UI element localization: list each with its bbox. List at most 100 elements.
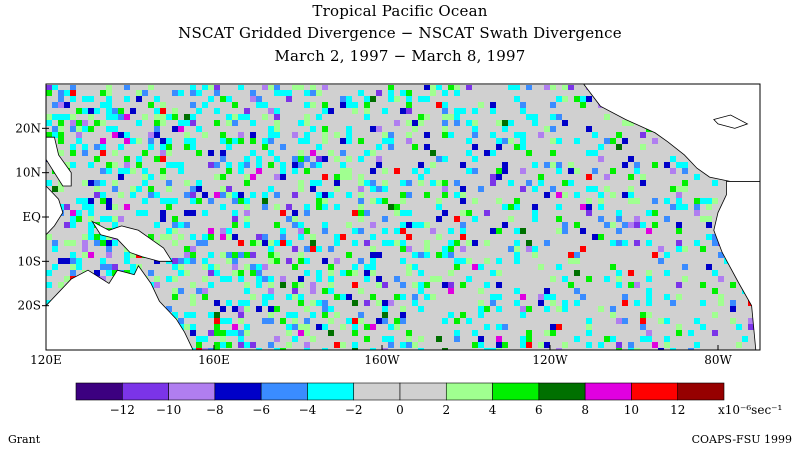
field-cell <box>538 174 544 180</box>
field-cell <box>190 330 196 336</box>
field-cell <box>442 120 448 126</box>
field-cell <box>418 180 424 186</box>
field-cell <box>52 102 58 108</box>
field-cell <box>454 264 460 270</box>
field-cell <box>694 210 700 216</box>
field-cell <box>190 312 196 318</box>
field-cell <box>460 192 466 198</box>
field-cell <box>238 132 244 138</box>
field-cell <box>82 240 88 246</box>
field-cell <box>514 228 520 234</box>
field-cell <box>286 330 292 336</box>
field-cell <box>232 222 238 228</box>
field-cell <box>178 222 184 228</box>
field-cell <box>730 318 736 324</box>
field-cell <box>706 264 712 270</box>
field-cell <box>706 234 712 240</box>
field-cell <box>586 210 592 216</box>
field-cell <box>550 276 556 282</box>
field-cell <box>526 84 532 90</box>
field-cell <box>400 180 406 186</box>
field-cell <box>382 318 388 324</box>
field-cell <box>748 324 754 330</box>
field-cell <box>274 252 280 258</box>
field-cell <box>532 162 538 168</box>
field-cell <box>238 342 244 348</box>
field-cell <box>352 282 358 288</box>
field-cell <box>490 300 496 306</box>
field-cell <box>358 210 364 216</box>
field-cell <box>628 192 634 198</box>
field-cell <box>232 306 238 312</box>
field-cell <box>412 294 418 300</box>
field-cell <box>250 294 256 300</box>
field-cell <box>358 216 364 222</box>
field-cell <box>298 258 304 264</box>
field-cell <box>220 276 226 282</box>
field-cell <box>316 198 322 204</box>
field-cell <box>322 84 328 90</box>
field-cell <box>310 282 316 288</box>
field-cell <box>250 240 256 246</box>
field-cell <box>352 330 358 336</box>
field-cell <box>406 90 412 96</box>
field-cell <box>70 258 76 264</box>
field-cell <box>682 264 688 270</box>
field-cell <box>646 294 652 300</box>
field-cell <box>190 114 196 120</box>
field-cell <box>166 306 172 312</box>
field-cell <box>88 252 94 258</box>
field-cell <box>358 228 364 234</box>
field-cell <box>676 192 682 198</box>
field-cell <box>544 342 550 348</box>
field-cell <box>400 318 406 324</box>
field-cell <box>244 324 250 330</box>
field-cell <box>610 168 616 174</box>
field-cell <box>214 318 220 324</box>
field-cell <box>364 270 370 276</box>
field-cell <box>274 174 280 180</box>
field-cell <box>526 114 532 120</box>
field-cell <box>712 288 718 294</box>
field-cell <box>76 108 82 114</box>
field-cell <box>268 150 274 156</box>
field-cell <box>88 210 94 216</box>
field-cell <box>562 222 568 228</box>
field-cell <box>388 144 394 150</box>
field-cell <box>430 228 436 234</box>
field-cell <box>682 168 688 174</box>
field-cell <box>514 96 520 102</box>
field-cell <box>466 276 472 282</box>
field-cell <box>232 324 238 330</box>
field-cell <box>226 276 232 282</box>
field-cell <box>166 198 172 204</box>
field-cell <box>244 108 250 114</box>
field-cell <box>208 270 214 276</box>
field-cell <box>358 156 364 162</box>
field-cell <box>286 96 292 102</box>
field-cell <box>550 84 556 90</box>
field-cell <box>94 144 100 150</box>
field-cell <box>106 102 112 108</box>
field-cell <box>382 300 388 306</box>
field-cell <box>190 252 196 258</box>
field-cell <box>286 90 292 96</box>
field-cell <box>208 264 214 270</box>
field-cell <box>64 90 70 96</box>
field-cell <box>298 150 304 156</box>
field-cell <box>64 114 70 120</box>
field-cell <box>238 198 244 204</box>
field-cell <box>520 102 526 108</box>
field-cell <box>478 264 484 270</box>
field-cell <box>640 144 646 150</box>
field-cell <box>202 348 208 350</box>
landmass <box>46 264 194 350</box>
field-cell <box>124 204 130 210</box>
field-cell <box>436 180 442 186</box>
field-cell <box>166 228 172 234</box>
field-cell <box>130 138 136 144</box>
colorbar-swatch <box>631 382 679 401</box>
field-cell <box>514 144 520 150</box>
field-cell <box>226 300 232 306</box>
field-cell <box>448 282 454 288</box>
